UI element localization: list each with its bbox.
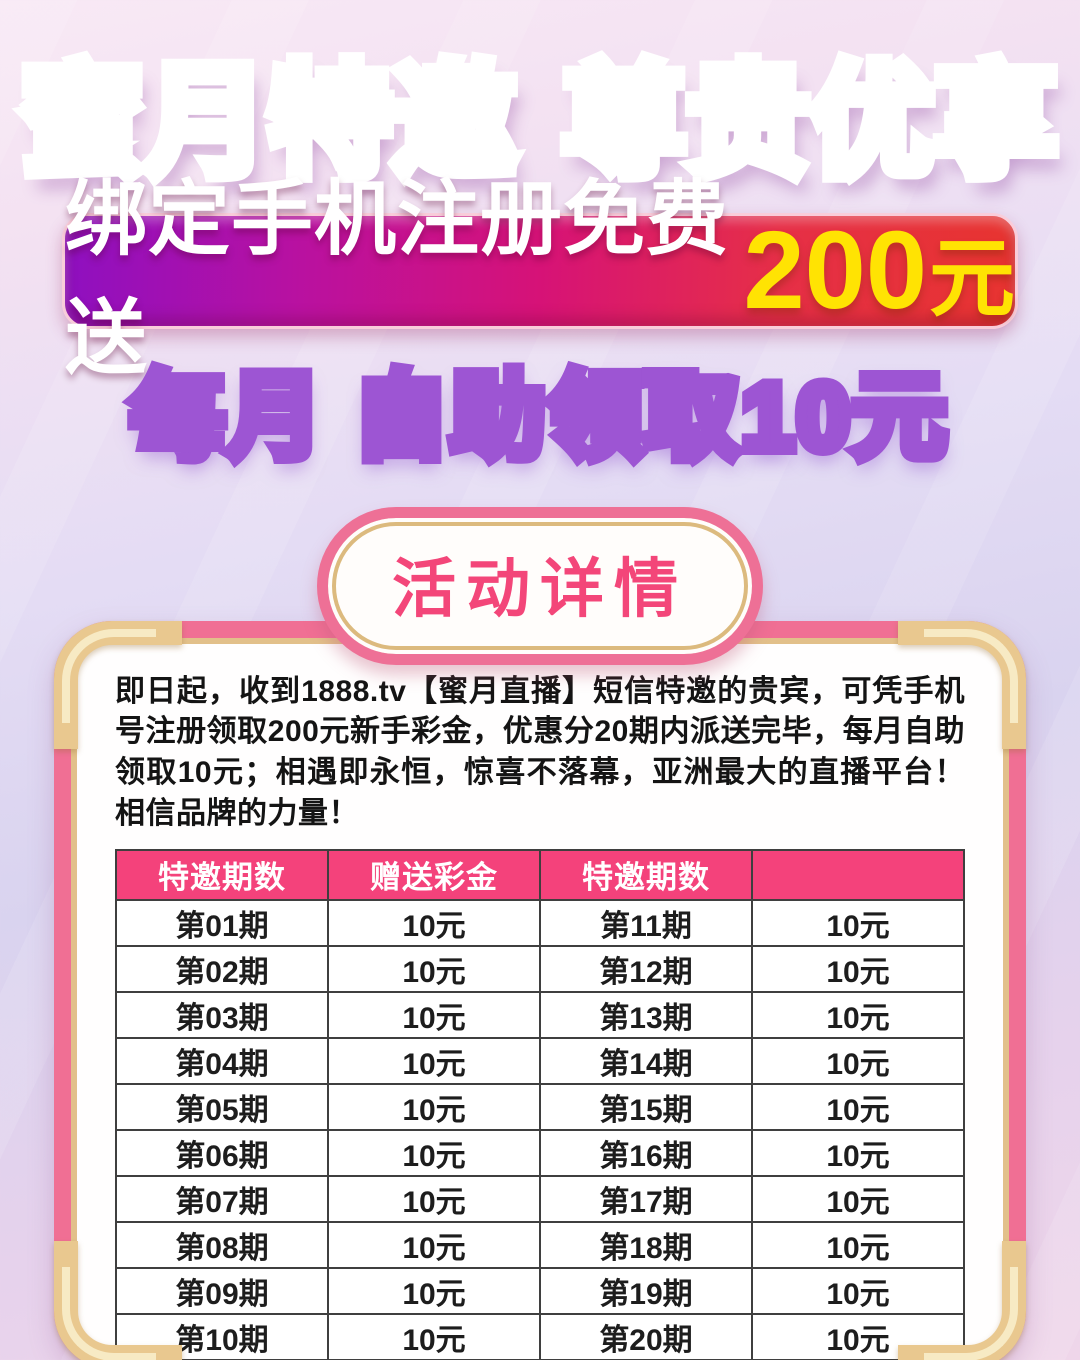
rewards-table: 特邀期数 赠送彩金 特邀期数 第01期 10元 第11期 10元 第02期 10元 第12期… [115, 848, 965, 1360]
promo-description: 即日起，收到1888.tv【蜜月直播】短信特邀的贵宾，可凭手机号注册领取200元… [115, 674, 965, 830]
banner-amount: 200 [743, 209, 927, 332]
table-cell: 10元 [327, 1220, 541, 1269]
table-cell: 10元 [751, 1220, 965, 1269]
table-row: 第04期 10元 第14期 10元 [115, 1036, 965, 1085]
table-cell: 10元 [327, 898, 541, 947]
table-cell: 第02期 [115, 944, 329, 993]
column-header [751, 848, 965, 901]
table-cell: 第04期 [115, 1036, 329, 1085]
table-row: 第08期 10元 第18期 10元 [115, 1220, 965, 1269]
table-cell: 第18期 [539, 1220, 753, 1269]
table-cell: 10元 [751, 990, 965, 1039]
details-button-wrap: 活动详情 [0, 506, 1080, 665]
banner-amount-unit: 元 [929, 231, 1015, 327]
table-cell: 第11期 [539, 898, 753, 947]
table-cell: 第17期 [539, 1174, 753, 1223]
table-row: 第09期 10元 第19期 10元 [115, 1266, 965, 1315]
table-cell: 第08期 [115, 1220, 329, 1269]
table-cell: 第09期 [115, 1266, 329, 1315]
table-row: 第07期 10元 第17期 10元 [115, 1174, 965, 1223]
table-cell: 10元 [751, 944, 965, 993]
monthly-subtitle: 每月 自助领取10元 [0, 341, 1080, 477]
table-cell: 10元 [751, 1266, 965, 1315]
table-cell: 第10期 [115, 1312, 329, 1360]
table-cell: 第05期 [115, 1082, 329, 1131]
table-cell: 10元 [327, 1312, 541, 1360]
main-title: 蜜月特邀尊贵优享 [0, 0, 1080, 199]
table-cell: 第19期 [539, 1266, 753, 1315]
table-cell: 10元 [327, 1128, 541, 1177]
table-cell: 第12期 [539, 944, 753, 993]
card-content: 即日起，收到1888.tv【蜜月直播】短信特邀的贵宾，可凭手机号注册领取200元… [71, 638, 1009, 1360]
table-row: 第03期 10元 第13期 10元 [115, 990, 965, 1039]
registration-banner: 绑定手机注册免费送 200 元 [62, 174, 1018, 384]
table-cell: 10元 [327, 944, 541, 993]
title-part-primary: 蜜月特邀 [21, 46, 517, 199]
table-row: 第06期 10元 第16期 10元 [115, 1128, 965, 1177]
column-header: 赠送彩金 [327, 848, 541, 901]
promo-card: 即日起，收到1888.tv【蜜月直播】短信特邀的贵宾，可凭手机号注册领取200元… [54, 620, 1026, 1360]
table-cell: 第06期 [115, 1128, 329, 1177]
table-cell: 10元 [327, 1082, 541, 1131]
table-row: 第10期 10元 第20期 10元 [115, 1312, 965, 1360]
table-cell: 第16期 [539, 1128, 753, 1177]
table-cell: 10元 [751, 1312, 965, 1360]
title-part-secondary: 尊贵优享 [563, 46, 1059, 199]
column-header: 特邀期数 [115, 848, 329, 901]
table-cell: 第14期 [539, 1036, 753, 1085]
table-row: 第05期 10元 第15期 10元 [115, 1082, 965, 1131]
table-header-row: 特邀期数 赠送彩金 特邀期数 [115, 848, 965, 901]
banner-text: 绑定手机注册免费送 [65, 173, 730, 384]
table-row: 第01期 10元 第11期 10元 [115, 898, 965, 947]
monthly-subtitle-text: 每月 自助领取10元 [131, 341, 950, 477]
table-cell: 第15期 [539, 1082, 753, 1131]
table-cell: 第13期 [539, 990, 753, 1039]
table-cell: 10元 [327, 1174, 541, 1223]
table-cell: 第03期 [115, 990, 329, 1039]
details-button[interactable]: 活动详情 [317, 506, 763, 665]
table-cell: 第20期 [539, 1312, 753, 1360]
table-cell: 10元 [751, 1082, 965, 1131]
table-cell: 10元 [751, 1128, 965, 1177]
table-cell: 10元 [751, 898, 965, 947]
details-button-label: 活动详情 [392, 552, 688, 625]
table-row: 第02期 10元 第12期 10元 [115, 944, 965, 993]
table-cell: 第01期 [115, 898, 329, 947]
table-cell: 10元 [327, 990, 541, 1039]
column-header: 特邀期数 [539, 848, 753, 901]
table-cell: 第07期 [115, 1174, 329, 1223]
table-cell: 10元 [751, 1036, 965, 1085]
table-cell: 10元 [327, 1036, 541, 1085]
table-cell: 10元 [751, 1174, 965, 1223]
table-cell: 10元 [327, 1266, 541, 1315]
